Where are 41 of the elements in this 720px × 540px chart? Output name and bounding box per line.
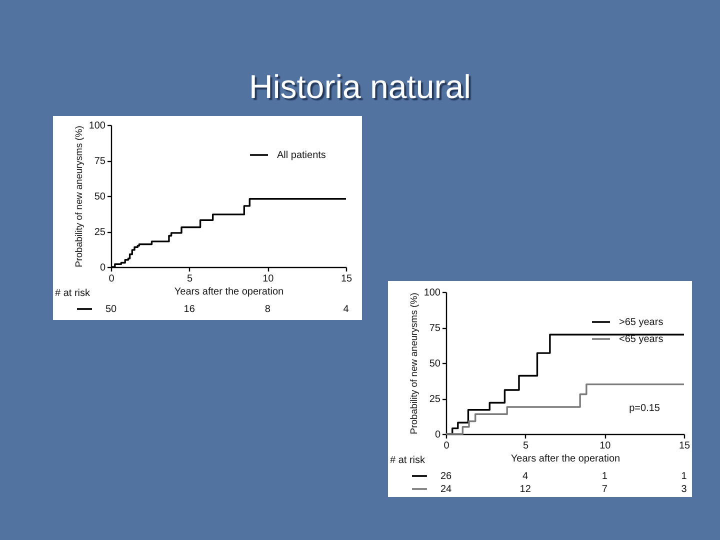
y-tick-label: 25 bbox=[94, 227, 106, 238]
y-axis-title: Probability of new aneurysms (%) bbox=[74, 126, 85, 268]
x-tick-label: 5 bbox=[187, 274, 194, 284]
y-tick-label: 25 bbox=[429, 394, 441, 405]
text: 4 bbox=[343, 304, 350, 315]
x-tick-label: 10 bbox=[600, 440, 612, 452]
annotation: p=0.15 bbox=[629, 403, 660, 414]
text: 50 bbox=[105, 304, 117, 315]
x-axis-title: Years after the operation bbox=[174, 286, 284, 298]
y-tick-label: 75 bbox=[94, 156, 106, 167]
x-tick-label: 10 bbox=[262, 274, 274, 284]
y-tick-label: 50 bbox=[429, 358, 441, 370]
legend-label: <65 years bbox=[619, 334, 664, 345]
chart-title: Historia natural bbox=[248, 67, 472, 107]
legend-label: >65 years bbox=[619, 317, 664, 328]
text: 26 bbox=[440, 471, 452, 482]
y-tick-label: 0 bbox=[434, 430, 441, 440]
text: 24 bbox=[440, 484, 452, 495]
y-tick-label: 75 bbox=[429, 323, 441, 334]
x-tick-label: 0 bbox=[108, 274, 115, 284]
y-tick-label: 100 bbox=[88, 120, 106, 132]
legend-label: All patients bbox=[277, 150, 326, 161]
y-tick-label: 100 bbox=[424, 288, 441, 298]
text: # at risk bbox=[390, 455, 426, 466]
text: 12 bbox=[520, 484, 532, 495]
y-tick-label: 0 bbox=[100, 262, 106, 274]
x-tick-label: 5 bbox=[523, 440, 530, 452]
x-axis-title: Years after the operation bbox=[510, 454, 620, 464]
x-tick-label: 0 bbox=[444, 440, 450, 452]
text: 16 bbox=[184, 304, 196, 315]
text: # at risk bbox=[55, 288, 92, 299]
x-tick-label: 15 bbox=[340, 274, 352, 284]
text: 3 bbox=[681, 484, 688, 495]
text: 1 bbox=[602, 471, 608, 482]
x-tick-label: 15 bbox=[678, 440, 690, 452]
text: 4 bbox=[522, 471, 529, 482]
text: 8 bbox=[264, 304, 271, 315]
text: 7 bbox=[602, 484, 608, 495]
y-axis-title: Probability of new aneurysms (%) bbox=[408, 292, 420, 434]
y-tick-label: 50 bbox=[94, 192, 106, 202]
text: 1 bbox=[681, 471, 688, 482]
